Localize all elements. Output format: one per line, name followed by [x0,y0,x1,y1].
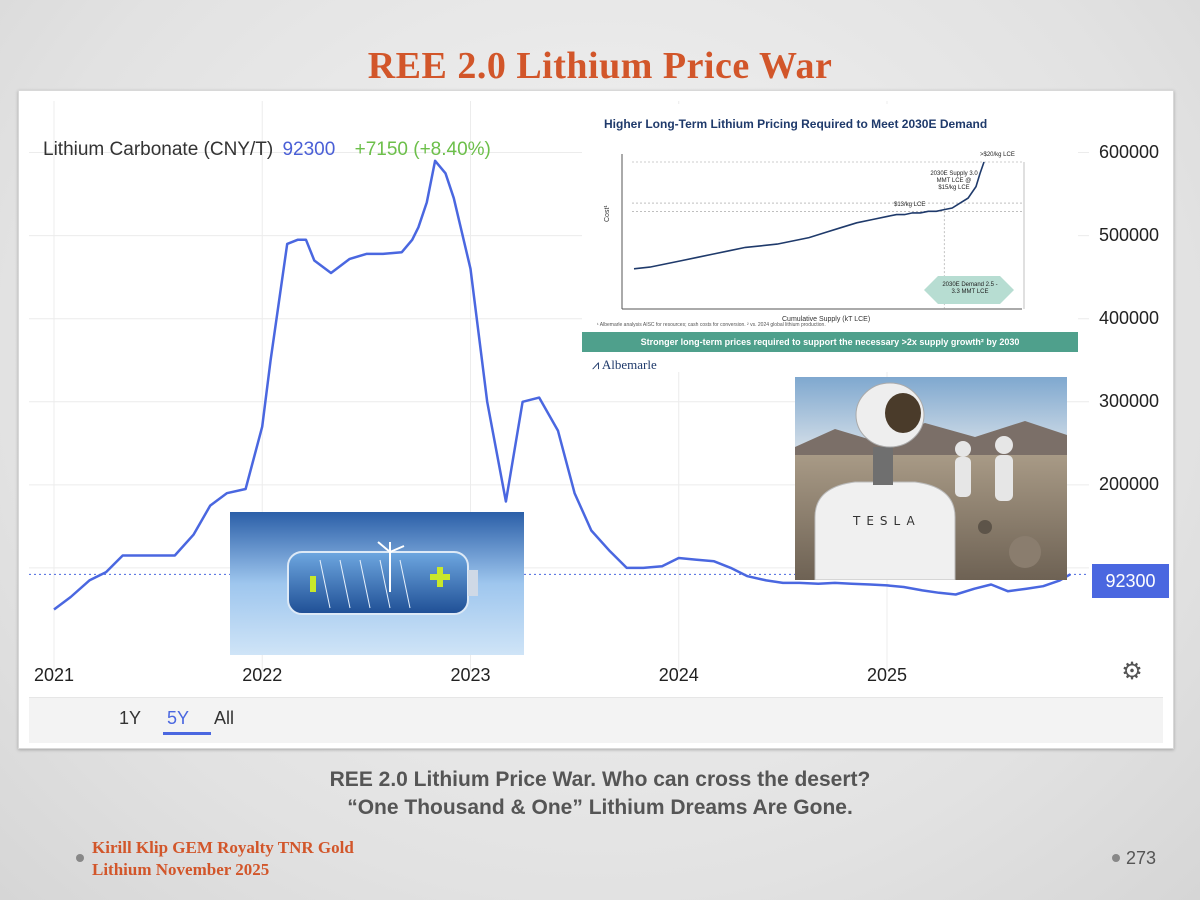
x-tick-label: 2025 [866,665,908,685]
active-range-underline [163,732,211,735]
x-tick-label: 2024 [658,665,699,685]
bullet-dot-left [76,854,84,862]
x-tick-label: 2021 [33,665,75,685]
y-tick-label: 300000 [1099,390,1160,411]
cost-curve-chart [621,154,1025,310]
inset-footnote: ¹ Albemarle analysis AISC for resources;… [597,322,826,328]
author-line-1: Kirill Klip GEM Royalty TNR Gold [92,838,354,857]
slide-title: REE 2.0 Lithium Price War [367,45,833,87]
demand-band-arrow [924,276,1014,304]
caption-line-2: “One Thousand & One” Lithium Dreams Are … [347,796,853,819]
author-line-2: Lithium November 2025 [92,860,270,879]
range-all-button[interactable]: All [214,708,235,728]
instrument-name: Lithium Carbonate (CNY/T) [43,139,274,160]
page-number: 273 [1126,848,1157,868]
caption-line-1: REE 2.0 Lithium Price War. Who can cross… [329,768,871,791]
x-tick-label: 2023 [450,665,491,685]
ref-line-label-supply: 2030E Supply 3.0 MMT LCE @ $15/kg LCE [930,171,978,191]
y-tick-label: 500000 [1099,224,1160,245]
price-change: +7150 (+8.40%) [354,139,491,160]
x-tick-label: 2022 [242,665,283,685]
inset-ylabel: Cost¹ [604,205,611,222]
inset-xlabel: Cumulative Supply (kT LCE) [782,316,871,323]
price-line [53,159,1071,611]
albemarle-logo: ⩘ Albemarle [592,357,657,372]
ref-line-label-20: >$20/kg LCE [980,152,1015,158]
albemarle-cost-curve-inset: Higher Long-Term Lithium Pricing Require… [582,104,1078,372]
author-block: Kirill Klip GEM Royalty TNR Gold Lithium… [92,837,354,881]
last-price-badge: 92300 [1092,564,1169,598]
last-price: 92300 [282,139,336,160]
chart-header: Lithium Carbonate (CNY/T) 92300 +7150 (+… [43,139,491,161]
range-5y-button[interactable]: 5Y [167,708,190,728]
slide-caption: REE 2.0 Lithium Price War. Who can cross… [0,766,1200,822]
inset-banner: Stronger long-term prices required to su… [582,332,1078,352]
gear-icon[interactable]: ⚙ [1121,658,1143,685]
svg-text:TESLA: TESLA [852,514,921,528]
y-tick-label: 400000 [1099,307,1160,328]
inset-title: Higher Long-Term Lithium Pricing Require… [604,117,988,131]
demand-band-label: 2030E Demand 2.5 - 3.3 MMT LCE [942,282,998,295]
bullet-dot-right [1112,854,1120,862]
cost-curve-line [633,161,985,270]
range-selector: 1Y 5Y All [29,697,1163,743]
y-tick-label: 600000 [1099,141,1160,162]
robot-photo: TESLA [795,377,1067,580]
range-1y-button[interactable]: 1Y [119,708,142,728]
y-tick-label: 200000 [1099,473,1160,494]
solar-battery-image [230,512,524,655]
ref-line-label-13: $13/kg LCE [894,202,926,208]
